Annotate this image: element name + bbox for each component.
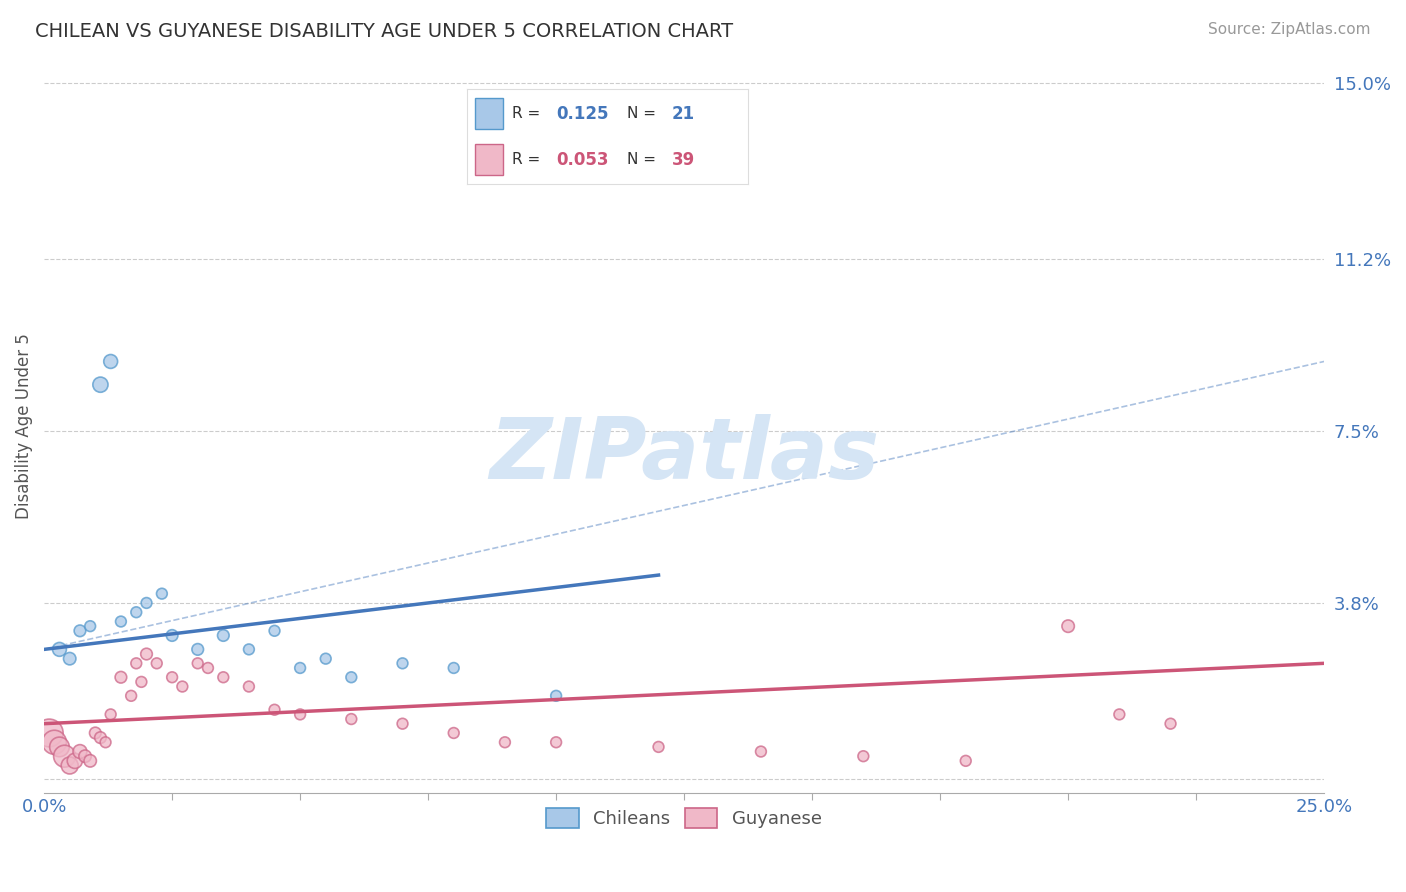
Text: ZIPatlas: ZIPatlas [489, 414, 879, 498]
Y-axis label: Disability Age Under 5: Disability Age Under 5 [15, 334, 32, 519]
Point [1160, 716, 1182, 731]
Point [263, 703, 285, 717]
Point [494, 735, 516, 749]
Legend: Chileans, Guyanese: Chileans, Guyanese [538, 800, 830, 836]
Point [238, 642, 260, 657]
Point [187, 642, 209, 657]
Point [288, 661, 311, 675]
Point [131, 674, 153, 689]
Point [443, 726, 465, 740]
Point [212, 670, 235, 684]
Point [79, 619, 101, 633]
Point [197, 661, 219, 675]
Point [59, 651, 82, 665]
Text: CHILEAN VS GUYANESE DISABILITY AGE UNDER 5 CORRELATION CHART: CHILEAN VS GUYANESE DISABILITY AGE UNDER… [35, 22, 734, 41]
Point [125, 605, 148, 619]
Point [955, 754, 977, 768]
Point [135, 596, 157, 610]
Point [340, 712, 363, 726]
Point [160, 670, 183, 684]
Point [315, 651, 337, 665]
Point [145, 657, 167, 671]
Point [238, 680, 260, 694]
Point [749, 745, 772, 759]
Point [53, 749, 76, 764]
Point [546, 735, 568, 749]
Point [48, 739, 70, 754]
Point [135, 647, 157, 661]
Point [1057, 619, 1080, 633]
Point [110, 615, 132, 629]
Point [100, 354, 122, 368]
Text: Source: ZipAtlas.com: Source: ZipAtlas.com [1208, 22, 1371, 37]
Point [69, 624, 91, 638]
Point [89, 731, 111, 745]
Point [391, 657, 413, 671]
Point [647, 739, 669, 754]
Point [120, 689, 142, 703]
Point [288, 707, 311, 722]
Point [44, 735, 66, 749]
Point [172, 680, 194, 694]
Point [212, 628, 235, 642]
Point [89, 377, 111, 392]
Point [187, 657, 209, 671]
Point [79, 754, 101, 768]
Point [63, 754, 86, 768]
Point [94, 735, 117, 749]
Point [852, 749, 875, 764]
Point [546, 689, 568, 703]
Point [84, 726, 107, 740]
Point [100, 707, 122, 722]
Point [48, 642, 70, 657]
Point [391, 716, 413, 731]
Point [59, 758, 82, 772]
Point [263, 624, 285, 638]
Point [69, 745, 91, 759]
Point [38, 726, 60, 740]
Point [75, 749, 97, 764]
Point [125, 657, 148, 671]
Point [160, 628, 183, 642]
Point [443, 661, 465, 675]
Point [150, 587, 173, 601]
Point [1108, 707, 1130, 722]
Point [340, 670, 363, 684]
Point [110, 670, 132, 684]
